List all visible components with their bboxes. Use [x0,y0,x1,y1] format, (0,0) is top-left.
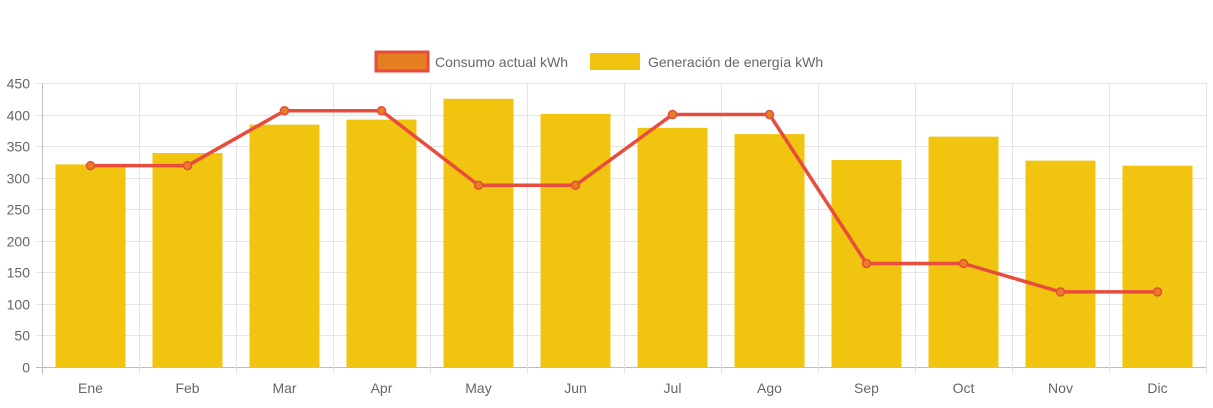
x-tick-label: Jun [564,380,587,396]
bar-generacion-may[interactable] [443,98,514,368]
bar-series [55,98,1193,368]
point-consumo-jun[interactable] [570,180,581,190]
legend-label-generacion: Generación de energía kWh [648,54,823,70]
point-consumo-sep[interactable] [861,258,872,269]
y-tick-label: 50 [14,328,30,344]
point-consumo-feb[interactable] [182,160,193,171]
y-tick-label: 350 [7,139,31,155]
point-consumo-dic[interactable] [1152,287,1163,297]
x-tick-label: Sep [854,380,879,396]
legend-label-consumo: Consumo actual kWh [435,54,568,70]
y-tick-label: 450 [7,76,31,92]
point-consumo-apr[interactable] [376,106,387,116]
bar-generacion-nov[interactable] [1025,160,1096,367]
x-tick-label: Jul [664,380,682,396]
bar-generacion-feb[interactable] [152,153,223,367]
legend-item-consumo[interactable]: Consumo actual kWh [374,50,568,73]
bar-generacion-mar[interactable] [249,124,320,367]
legend-swatch-generacion [590,53,640,70]
bar-generacion-jun[interactable] [540,113,611,368]
y-tick-label: 400 [7,108,31,124]
y-tick-label: 150 [7,265,31,281]
point-consumo-ago[interactable] [764,109,775,120]
legend: Consumo actual kWh Generación de energía… [374,50,823,73]
y-tick-label: 200 [7,234,31,250]
legend-swatch-consumo [374,50,430,73]
bar-generacion-ago[interactable] [734,134,805,367]
x-tick-label: Ene [78,380,103,396]
line-series [85,106,1163,297]
y-tick-label: 100 [7,297,31,313]
point-consumo-nov[interactable] [1055,287,1066,297]
x-tick-label: Oct [953,380,975,396]
x-tick-label: Feb [175,380,199,396]
x-tick-label: Nov [1048,380,1073,396]
point-consumo-may[interactable] [473,180,484,190]
y-tick-label: 300 [7,171,31,187]
legend-item-generacion[interactable]: Generación de energía kWh [590,53,823,70]
bar-generacion-oct[interactable] [928,136,999,367]
x-tick-label: May [465,380,491,396]
y-tick-label: 0 [22,360,30,376]
point-consumo-mar[interactable] [279,106,290,116]
x-tick-label: Mar [272,380,296,396]
x-tick-label: Dic [1147,380,1167,396]
bar-generacion-apr[interactable] [346,119,417,367]
point-consumo-oct[interactable] [958,258,969,269]
x-tick-label: Apr [371,380,393,396]
y-tick-label: 250 [7,202,31,218]
bar-generacion-dic[interactable] [1122,165,1193,367]
line-consumo [90,109,1158,294]
axes: 0 50 100 150 200 250 300 350 400 450 Ene Feb Mar Apr M… [7,76,1168,397]
grid [36,83,1207,374]
bar-generacion-ene[interactable] [55,164,126,367]
point-consumo-ene[interactable] [85,160,96,171]
bar-generacion-jul[interactable] [637,127,708,367]
point-consumo-jul[interactable] [667,109,678,120]
x-tick-label: Ago [757,380,782,396]
